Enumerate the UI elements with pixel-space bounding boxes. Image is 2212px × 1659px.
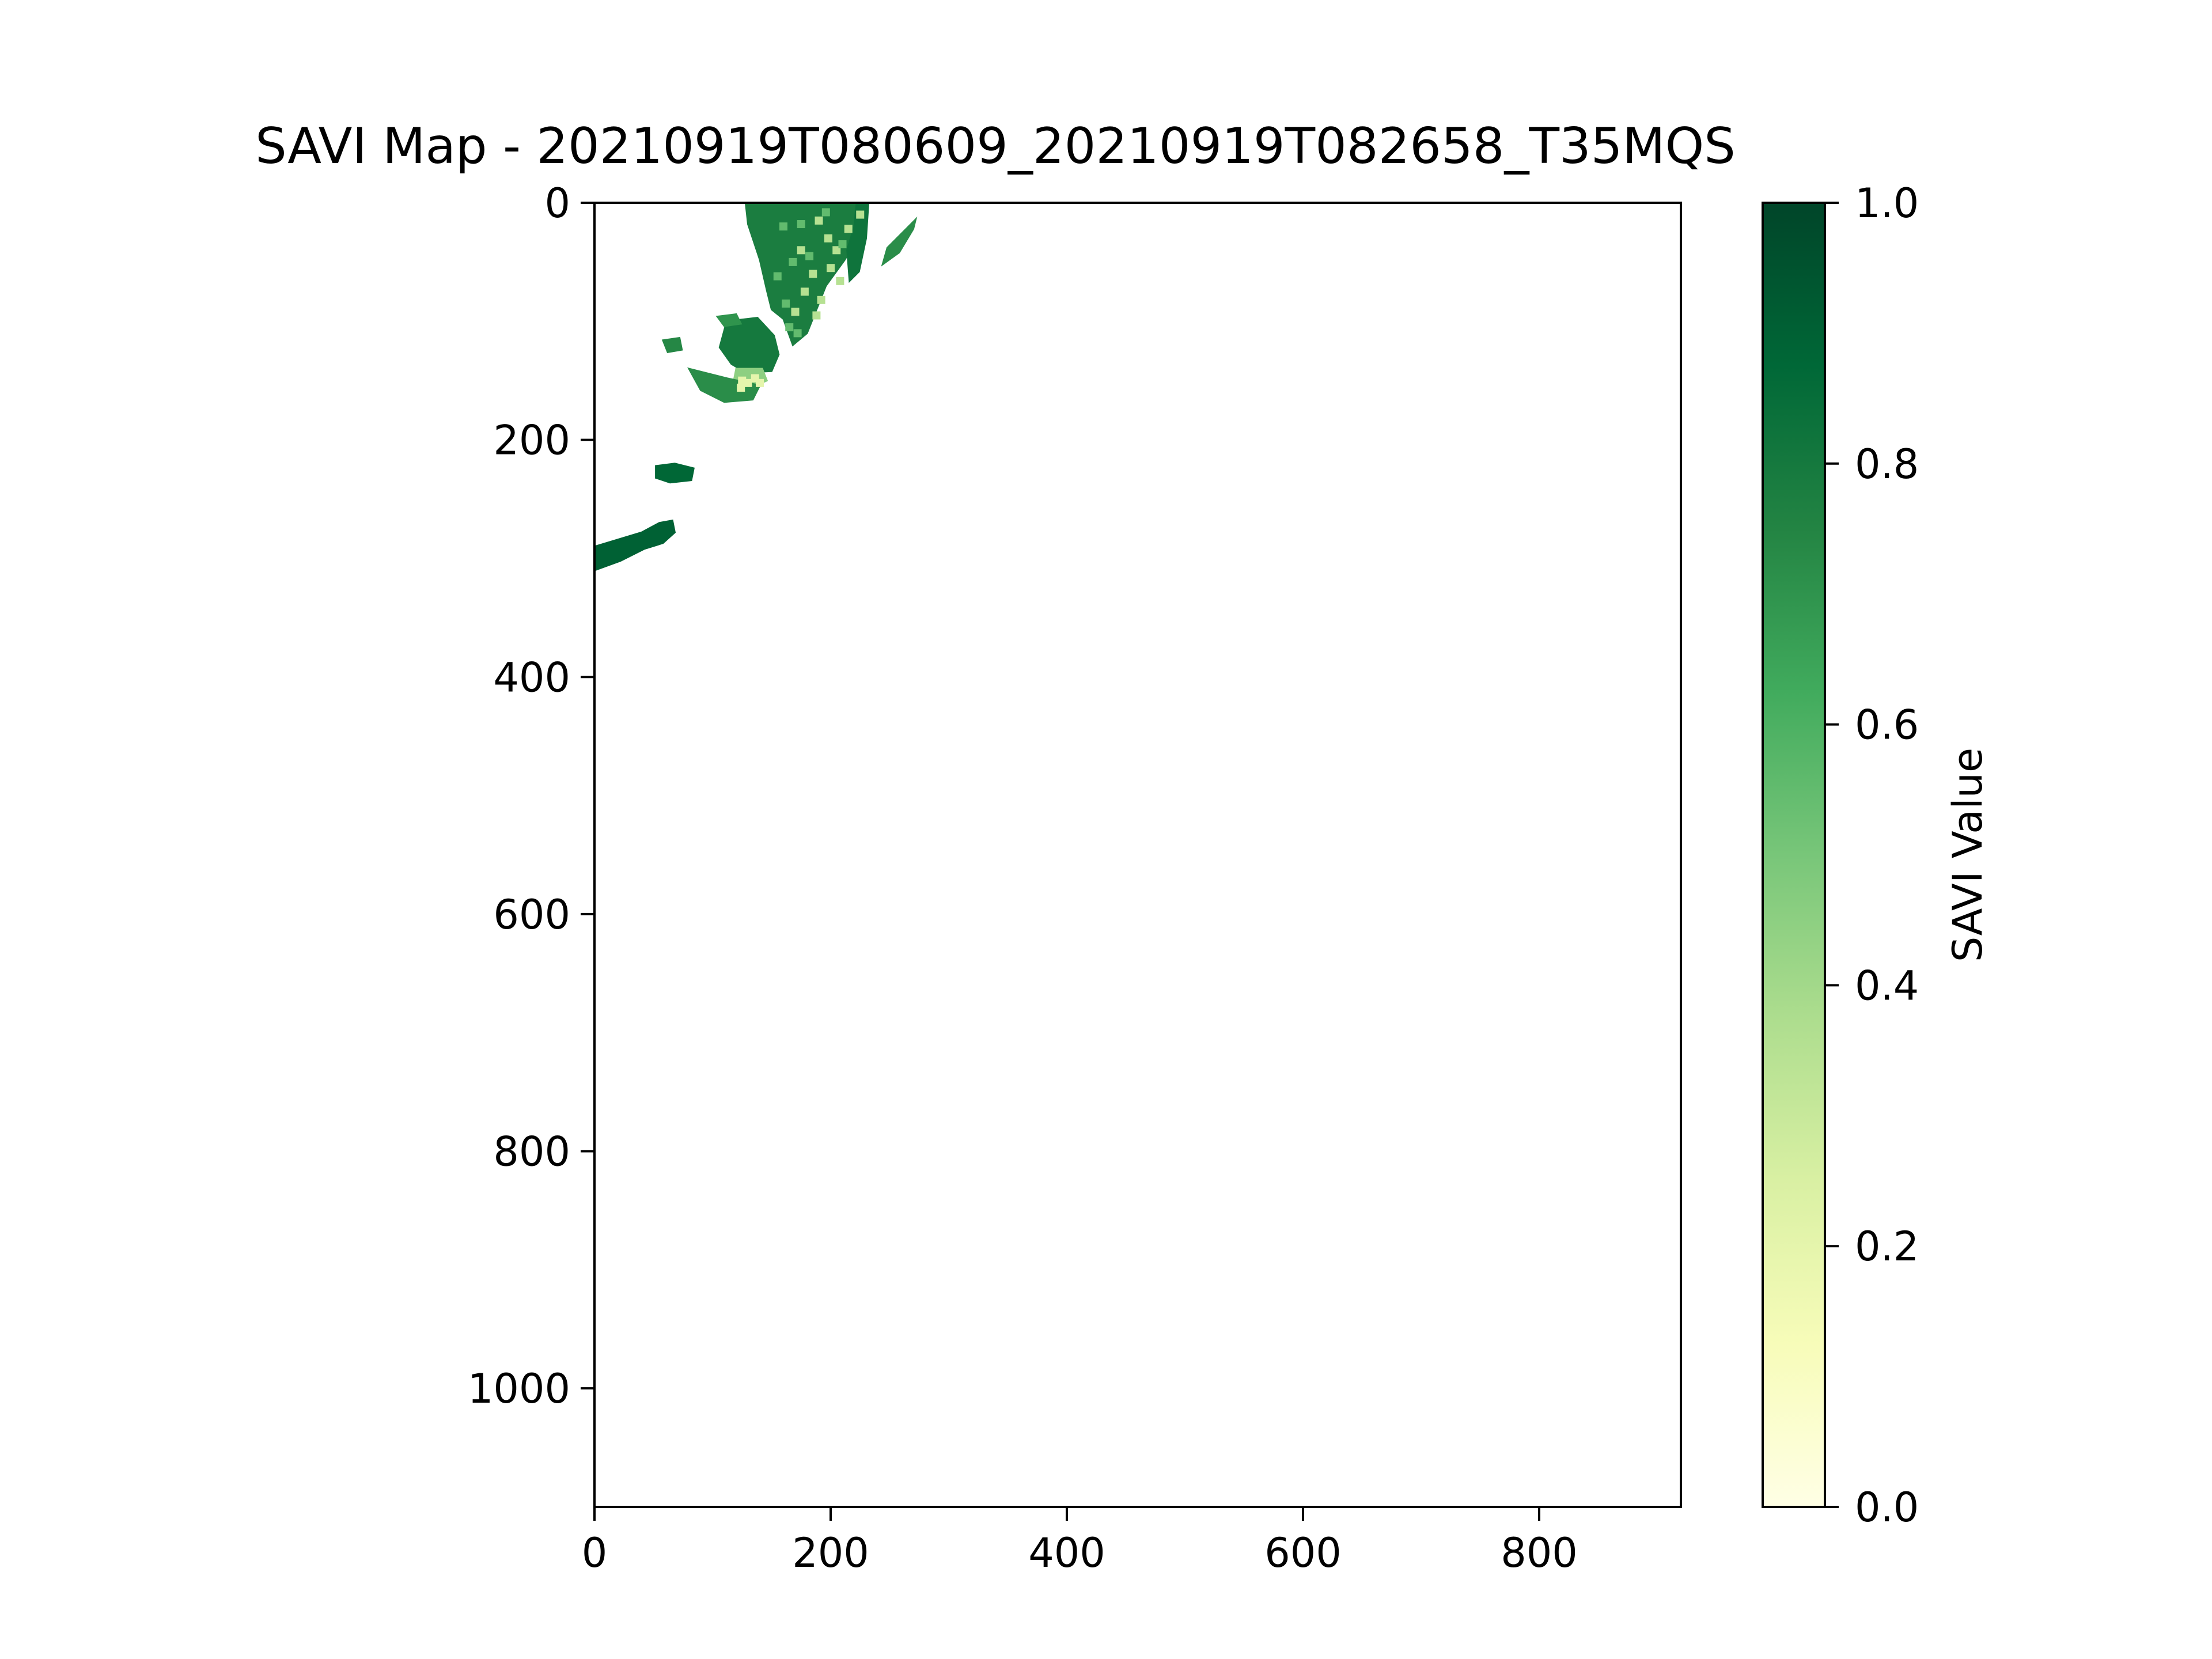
colorbar-border [1762, 202, 1826, 1508]
region-south-lobe [687, 367, 762, 403]
region-northern-landmass-east [846, 203, 870, 283]
colorbar-tick-label: 0.4 [1855, 962, 1919, 1009]
savi-pixel-1-9 [785, 323, 794, 332]
y-tick-label: 600 [493, 891, 570, 938]
region-northeast-strip [881, 216, 918, 267]
savi-pixel-0-6 [827, 264, 835, 272]
y-tick-label: 800 [493, 1128, 570, 1176]
savi-pixel-0-4 [800, 287, 809, 296]
savi-pixel-1-5 [782, 299, 790, 308]
colorbar-tick-label: 0.8 [1855, 441, 1919, 488]
savi-pixel-0-12 [856, 210, 865, 219]
y-tick-label: 400 [493, 654, 570, 701]
savi-pixel-2-3 [737, 384, 745, 392]
colorbar-tick-label: 0.2 [1855, 1223, 1919, 1270]
y-tick-label: 0 [544, 180, 570, 227]
plot-frame [594, 203, 1681, 1507]
savi-pixel-0-11 [812, 311, 821, 320]
plot-border [593, 202, 1682, 1508]
region-small-east-fragment [715, 313, 743, 327]
savi-pixel-0-1 [824, 234, 832, 243]
savi-pixel-0-10 [797, 246, 805, 255]
region-southwest-strip [594, 519, 676, 571]
colorbar-tick-label: 0.6 [1855, 702, 1919, 749]
colorbar-gradient [1763, 203, 1825, 1507]
savi-pixel-1-0 [779, 222, 787, 231]
savi-pixel-1-3 [805, 252, 814, 260]
savi-pixel-1-7 [838, 240, 847, 249]
x-tick-label: 200 [792, 1529, 869, 1577]
region-islet-mid [655, 463, 695, 484]
chart-title: SAVI Map - 20210919T080609_20210919T0826… [255, 118, 1736, 175]
colorbar-tick-label: 0.0 [1855, 1484, 1919, 1531]
savi-pixel-0-7 [817, 296, 825, 304]
colorbar: 0.0 0.2 0.4 0.6 0.8 1.0 SAVI Value [1762, 180, 1991, 1531]
savi-map-layer [594, 203, 918, 571]
plot-area [593, 202, 1682, 1508]
savi-pixel-1-6 [821, 208, 830, 217]
colorbar-tick-label: 1.0 [1855, 180, 1919, 227]
savi-pixel-0-5 [791, 308, 800, 316]
savi-pixel-1-8 [793, 329, 802, 338]
x-tick-label: 800 [1501, 1529, 1578, 1577]
savi-pixel-1-2 [797, 220, 805, 229]
y-axis: 0 200 400 600 800 1000 [468, 180, 594, 1412]
savi-pixel-0-0 [815, 216, 823, 225]
savi-pixel-1-4 [773, 272, 782, 281]
savi-pixel-2-1 [744, 378, 752, 387]
savi-pixel-1-1 [789, 257, 797, 266]
x-tick-label: 600 [1264, 1529, 1342, 1577]
colorbar-ticks: 0.0 0.2 0.4 0.6 0.8 1.0 [1825, 180, 1919, 1531]
savi-pixel-0-8 [844, 225, 853, 233]
colorbar-label: SAVI Value [1944, 748, 1991, 962]
savi-pixel-2-4 [756, 378, 764, 387]
y-tick-label: 1000 [468, 1365, 570, 1412]
x-tick-label: 0 [582, 1529, 608, 1577]
y-tick-label: 200 [493, 417, 570, 464]
x-axis: 0 200 400 600 800 [582, 1507, 1578, 1577]
region-small-west-fragment [661, 336, 683, 353]
savi-pixel-0-9 [836, 276, 844, 285]
region-central-cluster [718, 317, 780, 373]
savi-pixel-0-3 [809, 270, 817, 278]
x-tick-label: 400 [1028, 1529, 1105, 1577]
